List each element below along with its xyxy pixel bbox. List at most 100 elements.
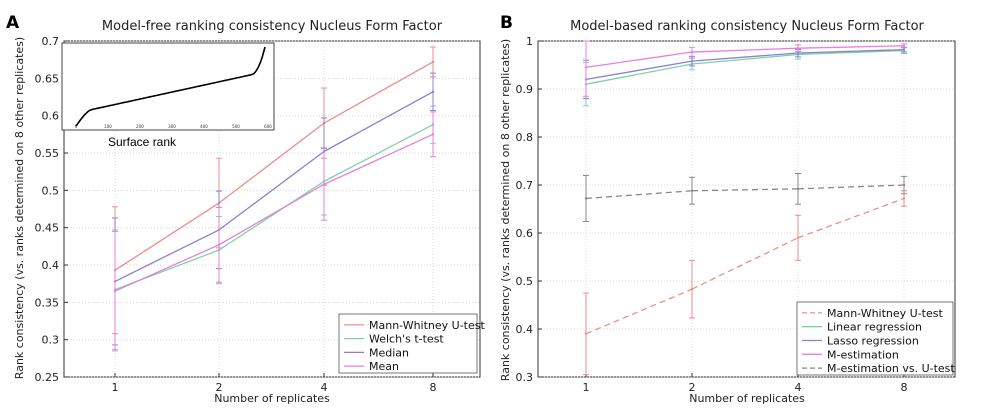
legend-label: M-estimation [827, 348, 899, 361]
legend-label: M-estimation vs. U-test [827, 362, 955, 375]
series-segment-4 [691, 188, 799, 192]
inset-xlabel: Surface rank [108, 135, 177, 149]
data-point [217, 243, 221, 247]
y-tick-label: 0.5 [42, 184, 60, 197]
data-point [431, 133, 435, 136]
data-point [431, 60, 435, 64]
y-tick-label: 0.65 [35, 72, 60, 85]
series-segment-2 [691, 52, 799, 62]
legend-label: Linear regression [827, 321, 922, 334]
legend-label: Mean [369, 360, 399, 373]
data-point [322, 183, 326, 186]
series-segment-4 [585, 190, 693, 200]
series-segment-1 [585, 63, 693, 85]
data-point [796, 47, 800, 50]
y-tick-label: 0.4 [516, 323, 534, 336]
inset-x-tick-label: 0 [75, 124, 78, 129]
legend-label: Lasso regression [827, 335, 919, 348]
panel-a-title: Model-free ranking consistency Nucleus F… [102, 19, 443, 34]
panel-a-ylabel: Rank consistency (vs. ranks determined o… [13, 37, 26, 379]
series-segment-4 [797, 184, 905, 190]
legend-label: Median [369, 346, 409, 359]
y-tick-label: 0.3 [516, 371, 534, 384]
series-segment-3 [114, 244, 220, 292]
y-tick-label: 0.4 [42, 259, 60, 272]
panel-b-title: Model-based ranking consistency Nucleus … [570, 19, 924, 34]
series-segment-0 [114, 202, 220, 271]
legend-label: Mann-Whitney U-test [369, 319, 485, 332]
data-point [690, 50, 694, 54]
legend-label: Welch's t-test [369, 333, 444, 346]
y-tick-label: 0.5 [516, 275, 534, 288]
y-tick-label: 0.7 [516, 179, 534, 192]
series-segment-2 [323, 91, 434, 153]
data-point [902, 44, 906, 47]
x-tick-label: 4 [795, 381, 802, 394]
y-tick-label: 0.7 [42, 35, 60, 48]
data-point [584, 197, 588, 200]
panel-a-label: A [6, 13, 20, 33]
series-segment-2 [797, 48, 905, 54]
y-tick-label: 1 [526, 35, 533, 48]
x-tick-label: 1 [583, 381, 590, 394]
data-point [584, 332, 588, 335]
series-segment-0 [218, 122, 325, 204]
y-tick-label: 0.45 [35, 222, 60, 235]
data-point [431, 90, 435, 93]
legend-box [338, 313, 478, 374]
data-point [690, 287, 694, 291]
y-tick-label: 0.6 [516, 227, 534, 240]
data-point [796, 236, 800, 239]
series-segment-3 [218, 183, 325, 246]
panel-b-plot: 0.3 0.4 0.5 0.6 0.7 0.8 0.9 1 1 2 4 8 Mann-Whitney U… [516, 35, 956, 394]
y-tick-label: 0.6 [42, 110, 60, 123]
series-segment-2 [585, 60, 693, 81]
inset-x-tick-label: 500 [232, 124, 240, 129]
data-point [690, 189, 694, 192]
inset-x-tick-label: 200 [136, 124, 144, 129]
inset-curve [75, 46, 266, 127]
series-segment-1 [218, 180, 325, 251]
x-tick-label: 2 [689, 381, 696, 394]
series-segment-3 [691, 47, 799, 53]
data-point [690, 59, 694, 63]
series-segment-1 [797, 49, 905, 56]
y-tick-label: 0.25 [35, 371, 60, 384]
legend-box [796, 301, 954, 376]
inset-x-tick-label: 300 [168, 124, 176, 129]
x-tick-label: 8 [430, 381, 437, 394]
inset-x-tick-label: 600 [264, 124, 272, 129]
series-segment-3 [585, 51, 693, 69]
x-tick-label: 1 [112, 381, 119, 394]
y-tick-label: 0.3 [42, 334, 60, 347]
panel-a-xlabel: Number of replicates [214, 392, 330, 405]
x-tick-label: 2 [216, 381, 223, 394]
y-tick-label: 0.8 [516, 131, 534, 144]
y-tick-label: 0.55 [35, 147, 60, 160]
panel-b-label: B [500, 13, 513, 33]
series-segment-2 [218, 150, 325, 231]
series-segment-0 [797, 197, 905, 239]
data-point [113, 289, 117, 293]
y-tick-label: 0.9 [516, 83, 534, 96]
inset-x-tick-label: 400 [200, 124, 208, 129]
x-tick-label: 4 [321, 381, 328, 394]
inset-frame [61, 42, 275, 131]
series-segment-0 [585, 288, 693, 335]
panel-b-xlabel: Number of replicates [689, 392, 805, 405]
series-segment-0 [323, 61, 434, 124]
series-segment-3 [797, 45, 905, 49]
series-segment-1 [323, 124, 434, 182]
series-segment-3 [323, 133, 434, 185]
series-segment-2 [114, 229, 220, 283]
data-point [902, 183, 906, 187]
data-point [796, 187, 800, 191]
data-point [902, 197, 906, 200]
data-point [584, 66, 588, 69]
panel-b-ylabel: Rank consistency (vs. ranks determined o… [499, 39, 512, 381]
y-tick-label: 0.35 [35, 296, 60, 309]
inset-surface-rank: 0 100 200 300 400 500 600 [61, 42, 275, 131]
legend-label: Mann-Whitney U-test [827, 307, 943, 320]
data-point [796, 51, 800, 55]
